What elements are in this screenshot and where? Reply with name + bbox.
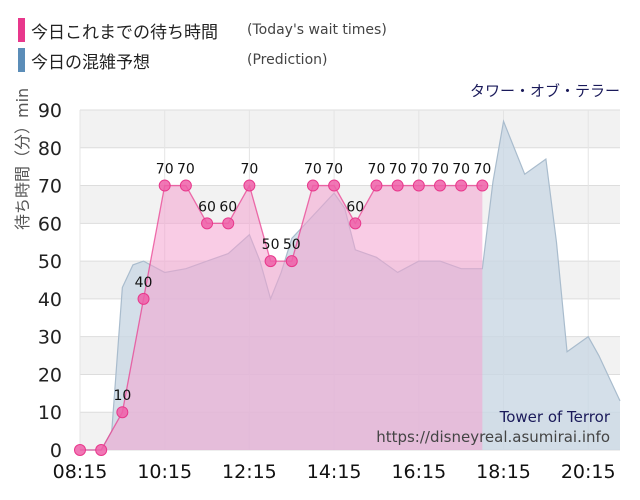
chart-title: タワー・オブ・テラー bbox=[469, 82, 620, 100]
actual-point bbox=[116, 406, 129, 419]
y-tick-label: 0 bbox=[50, 440, 62, 462]
x-tick-label: 10:15 bbox=[137, 461, 192, 483]
actual-area bbox=[80, 185, 483, 451]
legend-swatch-actual bbox=[18, 18, 25, 42]
actual-point bbox=[370, 179, 383, 192]
y-tick-label: 40 bbox=[38, 289, 62, 311]
y-tick-label: 80 bbox=[38, 138, 62, 160]
legend-sub-actual: (Today's wait times) bbox=[247, 22, 387, 38]
actual-point bbox=[179, 179, 192, 192]
actual-point bbox=[222, 217, 235, 230]
actual-point bbox=[74, 444, 86, 456]
plot-area bbox=[80, 110, 620, 450]
data-label: 70 bbox=[368, 162, 386, 178]
data-label: 50 bbox=[283, 237, 301, 253]
y-tick-label: 30 bbox=[38, 327, 62, 349]
legend-swatch-prediction bbox=[18, 48, 25, 72]
data-label: 70 bbox=[473, 162, 491, 178]
y-tick-label: 70 bbox=[38, 176, 62, 198]
actual-point bbox=[412, 179, 425, 192]
grid-band bbox=[80, 261, 620, 299]
grid-band bbox=[80, 336, 620, 375]
data-label: 70 bbox=[325, 162, 343, 178]
actual-point bbox=[285, 255, 298, 268]
data-label: 70 bbox=[177, 162, 195, 178]
data-label: 60 bbox=[219, 199, 237, 215]
actual-point bbox=[349, 217, 362, 230]
y-tick-label: 90 bbox=[38, 100, 62, 122]
legend-item-prediction: 今日の混雑予想 (Prediction) bbox=[18, 48, 328, 73]
grid-band bbox=[80, 412, 620, 450]
y-axis-label: 待ち時間（分）min bbox=[13, 87, 32, 230]
x-tick-label: 16:15 bbox=[391, 461, 446, 483]
actual-point bbox=[95, 444, 108, 456]
actual-point bbox=[455, 179, 468, 192]
data-label: 70 bbox=[431, 162, 449, 178]
x-tick-label: 08:15 bbox=[53, 461, 108, 483]
data-label: 60 bbox=[346, 199, 364, 215]
data-label: 50 bbox=[262, 237, 280, 253]
axes: 0 10 20 30 40 50 60 70 80 90 08:15 10:15 12:15 14:15 1… bbox=[38, 100, 616, 483]
x-tick-label: 20:15 bbox=[561, 461, 616, 483]
data-label: 70 bbox=[452, 162, 470, 178]
actual-point bbox=[158, 179, 171, 192]
actual-point bbox=[328, 179, 341, 192]
data-label: 10 bbox=[113, 388, 131, 404]
actual-point bbox=[264, 255, 277, 268]
data-label: 70 bbox=[156, 162, 174, 178]
actual-point bbox=[243, 179, 256, 192]
prediction-series bbox=[80, 119, 621, 451]
data-label: 70 bbox=[304, 162, 322, 178]
data-label: 40 bbox=[135, 275, 153, 291]
legend-label-prediction: 今日の混雑予想 bbox=[31, 52, 150, 73]
watermark: Tower of Terror https://disneyreal.asumi… bbox=[376, 408, 611, 446]
grid bbox=[79, 109, 620, 451]
x-tick-label: 12:15 bbox=[222, 461, 277, 483]
prediction-line bbox=[80, 119, 621, 451]
actual-point bbox=[476, 179, 489, 192]
y-tick-label: 20 bbox=[38, 364, 62, 386]
actual-point bbox=[391, 179, 404, 192]
data-label: 70 bbox=[410, 162, 428, 178]
grid-band bbox=[80, 185, 620, 224]
actual-point bbox=[306, 179, 319, 192]
actual-point bbox=[137, 292, 150, 305]
legend-sub-prediction: (Prediction) bbox=[247, 52, 328, 68]
x-tick-label: 18:15 bbox=[476, 461, 531, 483]
grid-band bbox=[80, 110, 620, 148]
data-label: 60 bbox=[198, 199, 216, 215]
legend-item-actual: 今日これまでの待ち時間 (Today's wait times) bbox=[18, 18, 387, 43]
data-label: 70 bbox=[240, 162, 258, 178]
y-tick-label: 60 bbox=[38, 213, 62, 235]
actual-point bbox=[201, 217, 214, 230]
data-label: 70 bbox=[389, 162, 407, 178]
legend-label-actual: 今日これまでの待ち時間 bbox=[31, 22, 218, 43]
watermark-url: https://disneyreal.asumirai.info bbox=[376, 428, 610, 446]
y-tick-label: 10 bbox=[38, 402, 62, 424]
prediction-area bbox=[80, 121, 620, 450]
actual-point bbox=[434, 179, 446, 192]
actual-line bbox=[80, 183, 483, 451]
x-tick-label: 14:15 bbox=[307, 461, 362, 483]
y-tick-label: 50 bbox=[38, 251, 62, 273]
watermark-name: Tower of Terror bbox=[499, 408, 611, 426]
